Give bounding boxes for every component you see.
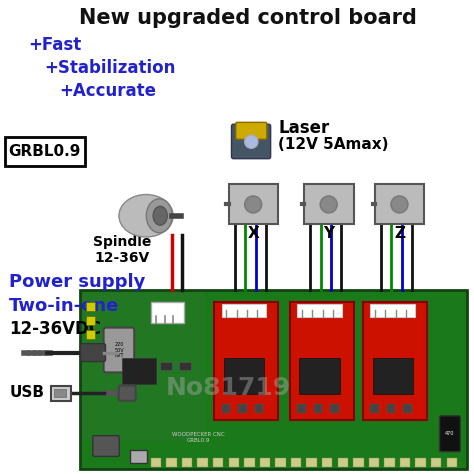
Bar [238,404,246,412]
Bar [86,316,95,325]
Bar [431,458,441,467]
FancyBboxPatch shape [51,386,71,401]
FancyBboxPatch shape [304,184,354,224]
Text: +Accurate: +Accurate [59,82,156,100]
Bar [214,301,278,419]
Bar [300,358,339,393]
FancyBboxPatch shape [228,184,278,224]
Bar [290,301,354,419]
Bar [179,362,191,370]
FancyBboxPatch shape [231,124,271,159]
Bar [244,458,255,467]
Bar [370,404,379,412]
Bar [54,389,66,397]
Bar [166,458,177,467]
Bar [363,301,427,419]
Bar [198,458,208,467]
Text: No81719: No81719 [166,376,291,400]
Bar [447,458,457,467]
Text: +Fast: +Fast [28,36,82,55]
Bar [228,458,239,467]
Bar [387,404,395,412]
Text: Y: Y [324,226,335,241]
Circle shape [320,196,337,213]
FancyBboxPatch shape [81,344,106,362]
FancyBboxPatch shape [236,122,267,139]
Bar [129,450,147,464]
FancyBboxPatch shape [221,303,266,317]
FancyBboxPatch shape [375,184,424,224]
Bar [400,458,410,467]
FancyBboxPatch shape [93,436,119,456]
Bar [373,358,413,393]
Circle shape [391,196,408,213]
Bar [275,458,286,467]
Ellipse shape [153,206,167,225]
Text: Power supply: Power supply [9,273,146,291]
Bar [260,458,270,467]
FancyBboxPatch shape [370,303,415,317]
Bar [416,458,426,467]
Text: 12-36V: 12-36V [95,251,150,265]
Text: Two-in-one: Two-in-one [9,297,119,315]
Text: 220
50V
RVT: 220 50V RVT [114,342,124,358]
Bar [353,458,364,467]
Bar [307,458,317,467]
Bar [82,292,205,441]
Bar [122,358,155,384]
Circle shape [245,135,258,148]
Text: +Stabilization: +Stabilization [45,59,176,77]
Bar [213,458,223,467]
Bar [182,458,192,467]
Ellipse shape [146,199,172,233]
Text: Z: Z [394,226,405,241]
Ellipse shape [119,194,173,237]
Text: WOODPECKER CNC
GRBL0.9: WOODPECKER CNC GRBL0.9 [172,432,224,443]
Bar [151,458,161,467]
FancyBboxPatch shape [5,137,85,166]
Bar [221,404,230,412]
Text: Laser: Laser [278,119,329,137]
Bar [314,404,322,412]
Bar [322,458,332,467]
Circle shape [245,196,262,213]
Bar [86,330,95,339]
Text: 470: 470 [445,431,455,436]
Text: New upgraded control board: New upgraded control board [79,8,417,28]
FancyBboxPatch shape [151,301,184,323]
Bar [337,458,348,467]
Bar [403,404,412,412]
Text: GRBL0.9: GRBL0.9 [9,144,81,159]
Text: (12V 5Amax): (12V 5Amax) [278,137,389,153]
FancyBboxPatch shape [439,416,460,452]
Text: X: X [248,226,260,241]
Bar [297,404,306,412]
Text: 12-36VDC: 12-36VDC [9,320,101,338]
FancyBboxPatch shape [297,303,342,317]
Bar [224,358,264,393]
Bar [369,458,379,467]
Bar [86,301,95,311]
Bar [255,404,263,412]
Bar [384,458,395,467]
Bar [80,290,467,469]
FancyBboxPatch shape [118,386,136,401]
Bar [330,404,338,412]
Text: USB: USB [9,385,44,400]
Bar [291,458,301,467]
Text: Spindle: Spindle [93,235,152,249]
FancyBboxPatch shape [104,328,134,373]
Bar [160,362,172,370]
